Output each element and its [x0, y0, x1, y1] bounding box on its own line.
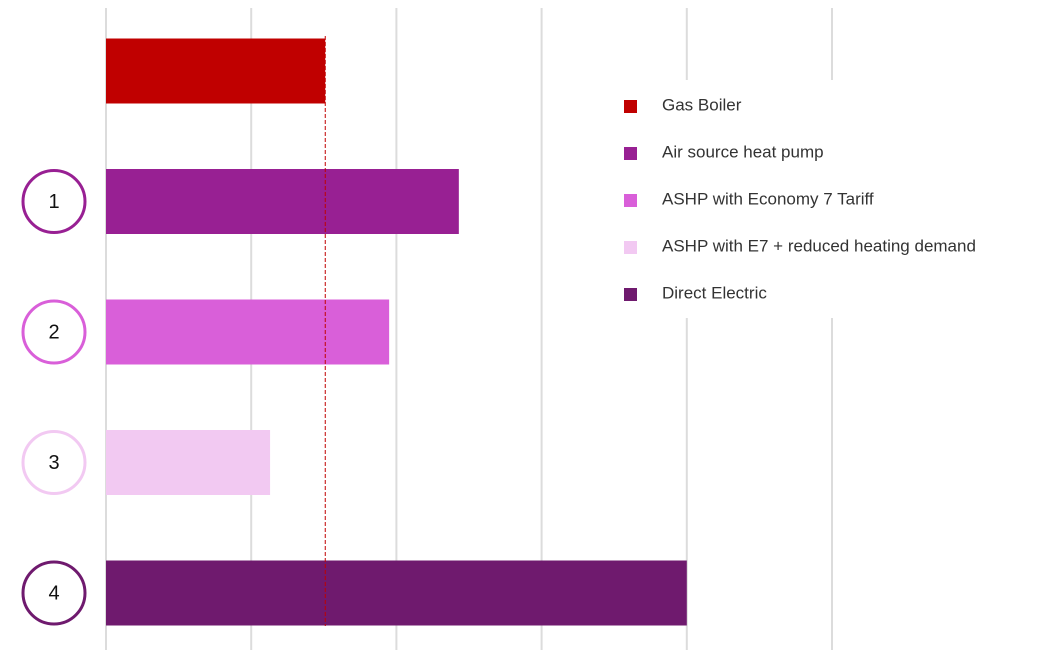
- legend-label: Direct Electric: [662, 283, 767, 302]
- legend-swatch: [624, 100, 637, 113]
- bar: [106, 560, 687, 626]
- legend-swatch: [624, 147, 637, 160]
- category-label: 2: [48, 321, 59, 343]
- legend-label: ASHP with Economy 7 Tariff: [662, 189, 874, 208]
- category-label: 1: [48, 191, 59, 213]
- category-label: 4: [48, 582, 59, 604]
- category-badge: [21, 169, 87, 234]
- category-badge: [21, 299, 87, 365]
- legend-swatch: [624, 241, 637, 254]
- legend-label: ASHP with E7 + reduced heating demand: [662, 236, 976, 255]
- category-badge: [21, 430, 87, 495]
- legend-background: [605, 80, 1062, 318]
- bar: [106, 38, 326, 104]
- category-label: 3: [48, 452, 59, 474]
- bar: [106, 169, 459, 234]
- legend-label: Air source heat pump: [662, 142, 824, 161]
- legend-swatch: [624, 288, 637, 301]
- bar: [106, 299, 390, 365]
- category-badge: [21, 560, 87, 626]
- bar: [106, 430, 271, 495]
- legend-label: Gas Boiler: [662, 95, 742, 114]
- legend-swatch: [624, 194, 637, 207]
